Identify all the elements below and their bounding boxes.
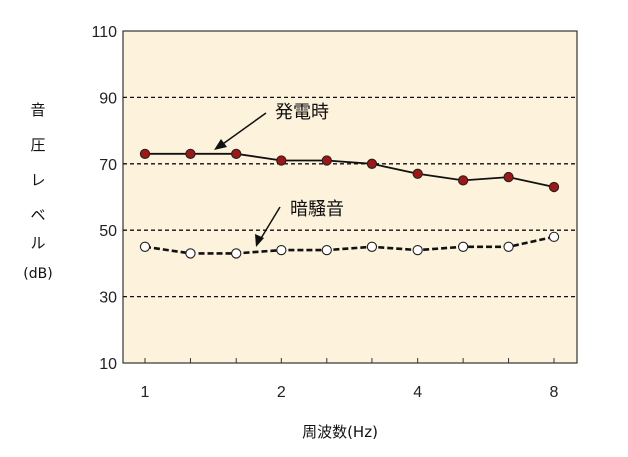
plot-area xyxy=(122,30,578,364)
data-point xyxy=(503,171,514,183)
y-axis-label-char: 音 xyxy=(30,101,45,119)
series-line-0 xyxy=(145,152,555,188)
x-axis: 1 2 4 8 xyxy=(141,358,559,401)
data-point xyxy=(457,175,469,186)
x-tick-label: 4 xyxy=(413,384,422,401)
series-label-background: 暗騒音 xyxy=(290,199,344,220)
y-tick-label: 10 xyxy=(99,356,117,373)
y-axis-label-char: ベ xyxy=(30,206,45,224)
x-tick-label: 2 xyxy=(277,384,286,401)
data-point xyxy=(366,241,378,252)
data-point xyxy=(231,148,242,159)
y-axis-label-char: 圧 xyxy=(30,136,45,154)
y-axis-unit: (dB) xyxy=(23,266,52,282)
y-tick-label: 70 xyxy=(99,157,117,174)
data-point xyxy=(276,155,287,166)
data-point xyxy=(321,244,332,256)
grid-lines xyxy=(123,96,577,298)
data-point xyxy=(412,168,423,179)
y-tick-label: 30 xyxy=(99,290,117,307)
series-label-generating: 発電時 xyxy=(275,102,329,123)
data-point xyxy=(321,155,332,166)
y-tick-label: 90 xyxy=(99,90,117,107)
arrow-generating xyxy=(214,112,267,150)
series-line-1 xyxy=(144,235,555,255)
x-tick-label: 8 xyxy=(550,384,559,401)
data-point xyxy=(139,241,151,252)
y-axis-label-char: ル xyxy=(30,234,45,252)
x-axis-label: 周波数(Hz) xyxy=(302,423,378,441)
series-lines xyxy=(144,152,555,255)
data-point xyxy=(548,231,560,242)
data-point xyxy=(185,248,196,259)
data-point xyxy=(276,244,287,256)
y-axis-label: 音 圧 レ ベ ル (dB) xyxy=(23,101,52,282)
arrow-background xyxy=(255,206,281,247)
data-point xyxy=(412,244,423,256)
data-point xyxy=(185,148,196,159)
data-point xyxy=(366,158,378,169)
x-tick-label: 1 xyxy=(141,384,150,401)
series-markers xyxy=(139,148,560,259)
y-axis-label-char: レ xyxy=(30,171,45,189)
data-point xyxy=(503,241,514,252)
data-point xyxy=(139,148,151,159)
y-tick-label: 50 xyxy=(99,223,117,240)
y-axis: 10 30 50 70 90 110 xyxy=(91,24,117,373)
data-point xyxy=(548,181,560,193)
y-tick-label: 110 xyxy=(91,24,117,41)
data-point xyxy=(231,248,242,259)
data-point xyxy=(457,241,469,252)
